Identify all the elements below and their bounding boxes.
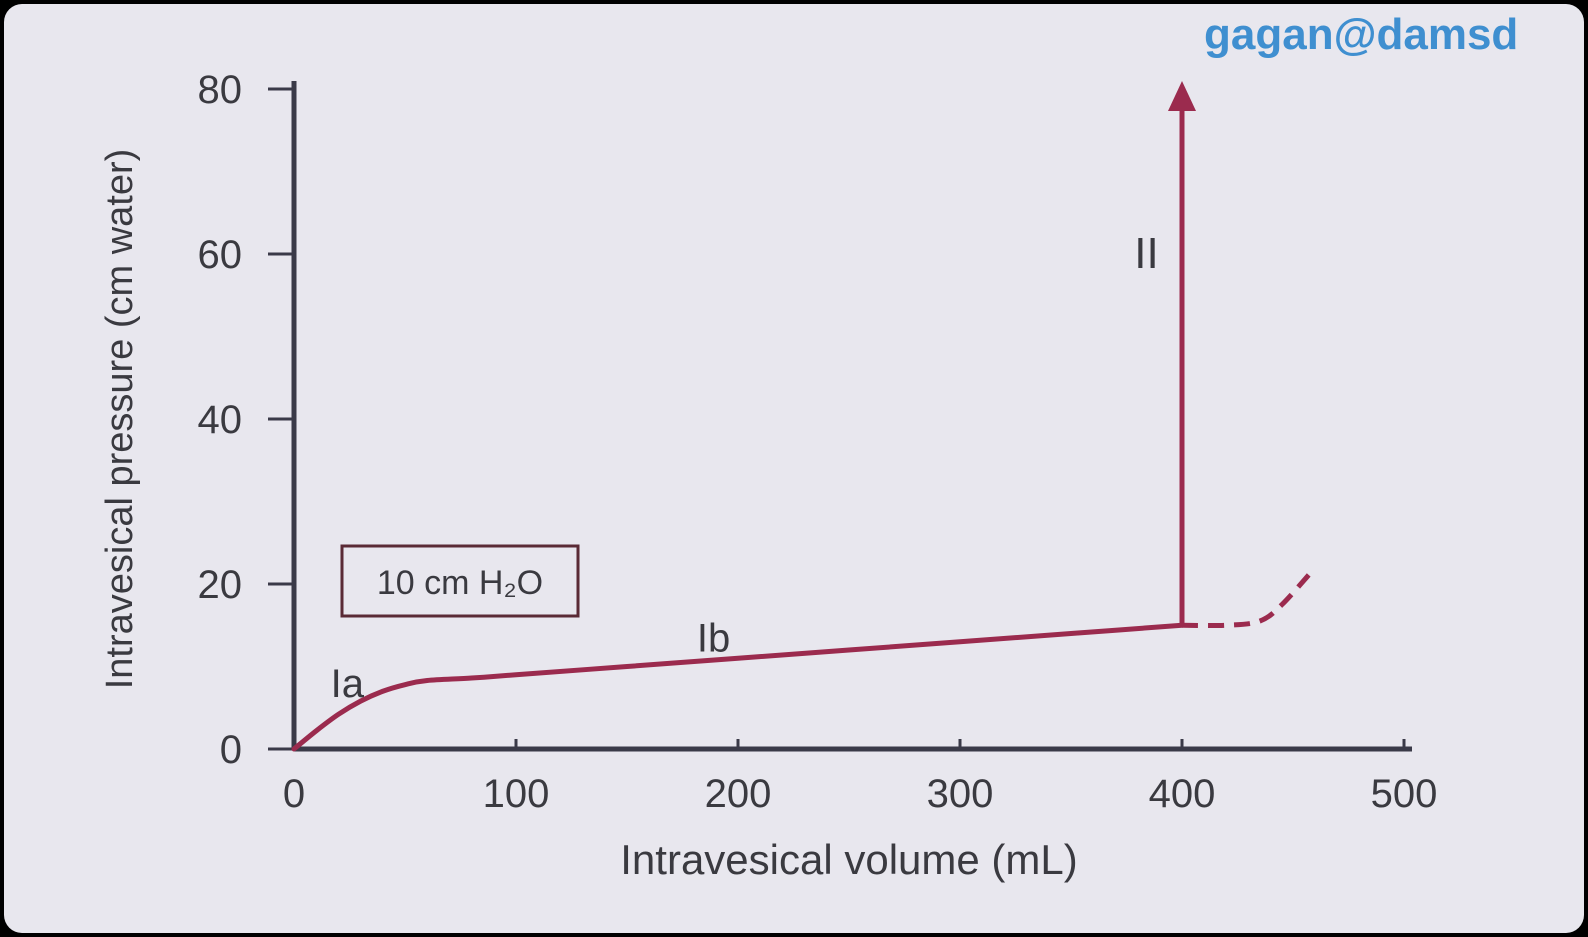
x-tick-label: 300 (927, 772, 994, 816)
y-tick-label: 80 (198, 68, 243, 112)
y-tick-label: 60 (198, 233, 243, 277)
pressure-volume-curve (291, 622, 1185, 752)
watermark: gagan@damsd (1204, 10, 1519, 59)
pressure-box-label: 10 cm H₂O (377, 564, 543, 602)
x-tick-label: 200 (705, 772, 772, 816)
chart-canvas: 0 20 40 60 80 0 100 200 300 400 500 Intravesical vo… (99, 68, 1438, 883)
y-axis-label: Intravesical pressure (cm water) (99, 149, 141, 690)
x-tick-label: 100 (483, 772, 550, 816)
phase-label-ib: Ib (697, 617, 730, 661)
phase-label-ii: II (1134, 229, 1158, 278)
chart-frame: gagan@damsd 0 20 40 60 80 0 100 200 300 400 500 Int… (4, 4, 1584, 933)
y-tick-label: 0 (220, 728, 242, 772)
x-tick-label: 500 (1371, 772, 1438, 816)
phase-label-ia: Ia (331, 662, 365, 706)
dashed-extension-curve (1181, 565, 1318, 629)
x-axis-label: Intravesical volume (mL) (620, 836, 1077, 883)
x-tick-label: 0 (283, 772, 305, 816)
pressure-box (340, 544, 580, 618)
y-tick-label: 20 (198, 563, 243, 607)
voiding-arrow-head (1168, 81, 1196, 111)
x-tick-label: 400 (1149, 772, 1216, 816)
y-tick-label: 40 (198, 398, 243, 442)
